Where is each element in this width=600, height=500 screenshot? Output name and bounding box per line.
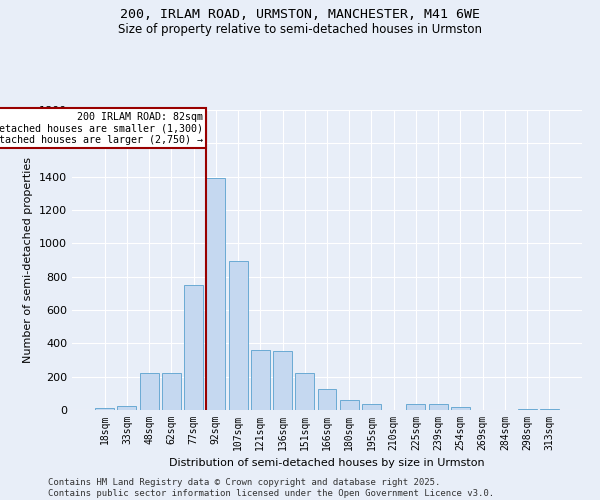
Bar	[295, 372, 314, 410]
Y-axis label: Number of semi-detached properties: Number of semi-detached properties	[23, 157, 34, 363]
Text: 200 IRLAM ROAD: 82sqm
← 32% of semi-detached houses are smaller (1,300)
  67% of: 200 IRLAM ROAD: 82sqm ← 32% of semi-deta…	[0, 112, 203, 144]
X-axis label: Distribution of semi-detached houses by size in Urmston: Distribution of semi-detached houses by …	[169, 458, 485, 468]
Bar	[140, 374, 158, 410]
Bar	[362, 404, 381, 410]
Bar	[540, 409, 559, 410]
Bar	[184, 285, 203, 410]
Bar	[273, 351, 292, 410]
Bar	[340, 400, 359, 410]
Bar	[429, 404, 448, 410]
Text: Contains HM Land Registry data © Crown copyright and database right 2025.
Contai: Contains HM Land Registry data © Crown c…	[48, 478, 494, 498]
Bar	[406, 404, 425, 410]
Bar	[229, 261, 248, 410]
Bar	[206, 178, 225, 410]
Bar	[451, 406, 470, 410]
Bar	[118, 406, 136, 410]
Bar	[162, 372, 181, 410]
Text: Size of property relative to semi-detached houses in Urmston: Size of property relative to semi-detach…	[118, 22, 482, 36]
Bar	[518, 409, 536, 410]
Text: 200, IRLAM ROAD, URMSTON, MANCHESTER, M41 6WE: 200, IRLAM ROAD, URMSTON, MANCHESTER, M4…	[120, 8, 480, 20]
Bar	[317, 389, 337, 410]
Bar	[251, 350, 270, 410]
Bar	[95, 408, 114, 410]
